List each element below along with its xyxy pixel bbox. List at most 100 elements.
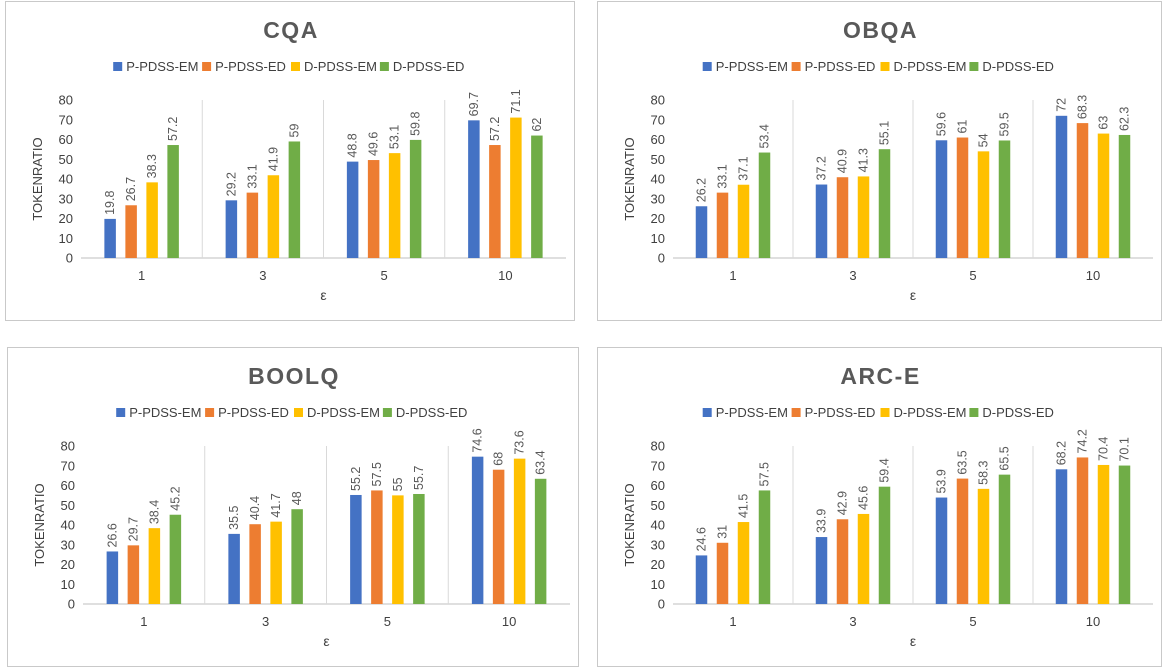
legend-label: P-PDSS-ED: [215, 59, 286, 74]
y-tick-label: 30: [59, 191, 73, 206]
legend-label: D-PDSS-EM: [894, 59, 967, 74]
legend-swatch: [969, 408, 979, 417]
data-label: 59.5: [998, 112, 1012, 136]
y-tick-label: 40: [59, 172, 73, 187]
y-tick-label: 50: [59, 152, 73, 167]
bar: [935, 497, 948, 604]
data-label: 45.2: [168, 486, 182, 510]
data-label: 37.1: [737, 156, 751, 180]
x-axis-label: ε: [910, 287, 916, 303]
y-tick-label: 50: [61, 498, 75, 513]
bar: [468, 120, 480, 258]
x-tick-label: 3: [259, 268, 266, 283]
data-label: 31: [716, 525, 730, 539]
data-label: 33.1: [245, 164, 259, 188]
y-tick-label: 40: [61, 518, 75, 533]
bar: [409, 139, 422, 258]
data-label: 55.7: [412, 466, 426, 490]
y-tick-label: 50: [651, 498, 665, 513]
data-label: 70.4: [1097, 437, 1111, 461]
x-tick-label: 3: [262, 614, 269, 629]
x-tick-label: 3: [849, 614, 856, 629]
data-label: 59.8: [409, 112, 423, 136]
data-label: 58.3: [977, 460, 991, 484]
data-label: 68: [492, 452, 506, 466]
data-label: 49.6: [367, 132, 381, 156]
bar: [977, 151, 990, 258]
data-label: 57.5: [758, 462, 772, 486]
data-label: 38.3: [145, 154, 159, 178]
y-tick-label: 40: [651, 172, 665, 187]
chart-boolq: BOOLQ P-PDSS-EM P-PDSS-ED D-PDSS-EM D-PDSS-E…: [32, 363, 570, 649]
data-label: 63: [1097, 116, 1111, 130]
x-tick-label: 10: [1086, 268, 1100, 283]
bar: [956, 137, 969, 258]
bar: [998, 140, 1011, 258]
legend-swatch: [113, 62, 123, 71]
data-label: 19.8: [103, 191, 117, 215]
data-label: 69.7: [467, 92, 481, 116]
bar: [998, 474, 1011, 604]
y-axis-label: TOKENRATIO: [30, 137, 45, 220]
data-label: 63.5: [956, 450, 970, 474]
data-label: 41.3: [857, 148, 871, 172]
data-label: 53.1: [388, 125, 402, 149]
data-label: 68.2: [1055, 441, 1069, 465]
legend-label: D-PDSS-EM: [307, 405, 380, 420]
bar: [489, 145, 501, 258]
x-tick-label: 1: [138, 268, 145, 283]
data-label: 42.9: [836, 491, 850, 515]
data-label: 71.1: [509, 89, 523, 113]
legend-swatch: [379, 62, 389, 71]
bar: [857, 176, 870, 258]
data-label: 40.9: [836, 149, 850, 173]
bar: [350, 494, 362, 604]
bar: [270, 521, 282, 604]
legend-swatch: [791, 62, 801, 71]
chart-cqa: CQA P-PDSS-EM P-PDSS-ED D-PDSS-EM D-PDSS-ED T…: [30, 17, 566, 303]
data-label: 59.6: [935, 112, 949, 136]
legend-label: D-PDSS-ED: [396, 405, 468, 420]
chart-title: OBQA: [843, 17, 918, 43]
bar: [695, 206, 708, 258]
legend-label: P-PDSS-EM: [129, 405, 201, 420]
bar: [1097, 133, 1110, 258]
data-label: 45.6: [857, 486, 871, 510]
legend-label: P-PDSS-EM: [716, 59, 788, 74]
bar: [836, 177, 849, 258]
bar: [878, 486, 891, 604]
legend-swatch: [702, 62, 712, 71]
data-label: 62.3: [1118, 107, 1132, 131]
chart-panel-boolq: BOOLQ P-PDSS-EM P-PDSS-ED D-PDSS-EM D-PDSS-E…: [7, 347, 579, 667]
data-label: 57.2: [488, 117, 502, 141]
chart-panel-obqa: OBQA P-PDSS-EM P-PDSS-ED D-PDSS-EM D-PDSS-ED…: [597, 1, 1162, 321]
bar: [956, 478, 969, 604]
data-label: 53.4: [758, 124, 772, 148]
x-tick-label: 10: [502, 614, 516, 629]
bar: [228, 533, 240, 604]
data-label: 33.9: [815, 509, 829, 533]
bar: [225, 200, 238, 258]
legend-swatch: [382, 408, 392, 417]
y-axis-label: TOKENRATIO: [622, 483, 637, 566]
legend-swatch: [880, 62, 890, 71]
bar: [857, 513, 870, 604]
bar: [367, 160, 380, 258]
bar: [249, 524, 261, 604]
bar: [471, 456, 484, 604]
x-tick-label: 10: [1086, 614, 1100, 629]
x-tick-label: 5: [969, 614, 976, 629]
chart-title: CQA: [263, 17, 319, 43]
data-label: 33.1: [716, 164, 730, 188]
bar: [246, 192, 259, 258]
y-tick-label: 80: [61, 439, 75, 454]
x-axis-label: ε: [910, 633, 916, 649]
bar: [146, 182, 158, 258]
chart-title: BOOLQ: [248, 363, 340, 389]
bar: [878, 149, 891, 258]
y-tick-label: 30: [61, 537, 75, 552]
bar: [167, 145, 179, 258]
data-label: 74.2: [1076, 429, 1090, 453]
chart-panel-cqa: CQA P-PDSS-EM P-PDSS-ED D-PDSS-EM D-PDSS-ED T…: [5, 1, 575, 321]
y-tick-label: 70: [651, 458, 665, 473]
